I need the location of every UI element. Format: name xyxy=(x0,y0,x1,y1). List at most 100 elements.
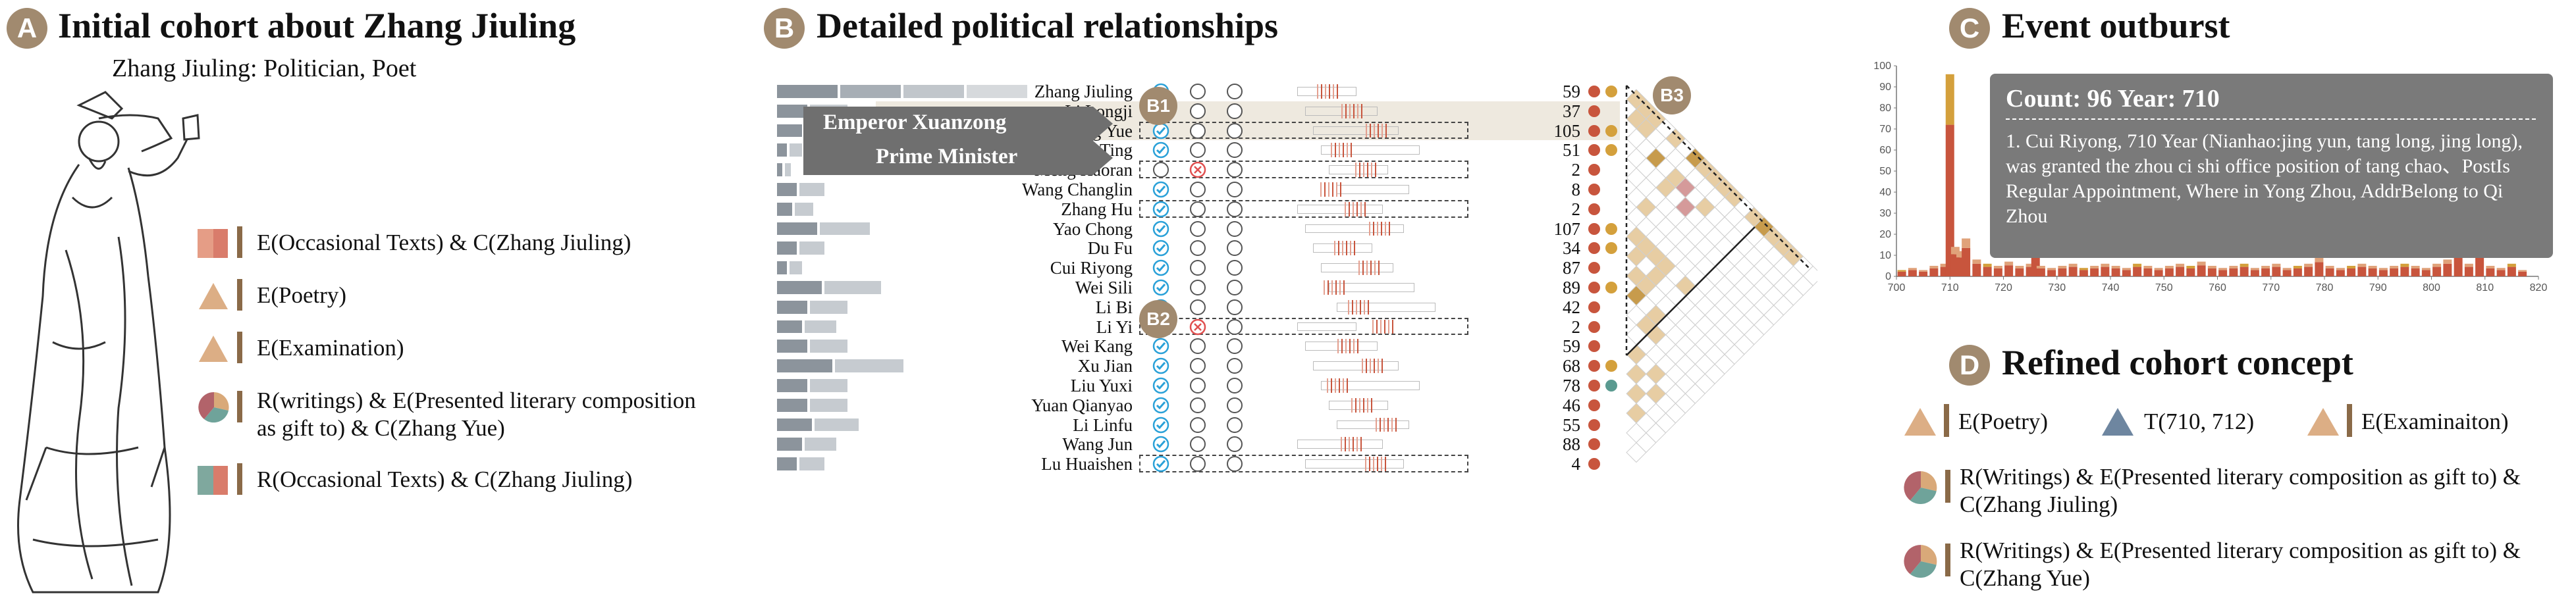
histogram-bar[interactable] xyxy=(1945,124,1954,276)
histogram-bar-top[interactable] xyxy=(2229,266,2238,268)
check-icon[interactable] xyxy=(1152,417,1169,434)
person-name[interactable]: Yuan Qianyao xyxy=(1031,395,1133,415)
histogram-bar[interactable] xyxy=(2400,266,2409,276)
check-icon[interactable] xyxy=(1152,181,1169,198)
histogram-bar-top[interactable] xyxy=(2282,268,2292,270)
person-name[interactable]: Wei Sili xyxy=(1075,278,1133,297)
empty-circle-icon[interactable] xyxy=(1226,377,1243,394)
histogram-bar[interactable] xyxy=(2176,266,2185,276)
histogram-bar[interactable] xyxy=(2325,268,2334,276)
concept-chip[interactable]: E(Poetry) xyxy=(1903,403,2087,442)
person-name[interactable]: Li Linfu xyxy=(1073,415,1133,435)
histogram-bar-top[interactable] xyxy=(2143,266,2153,268)
histogram-bar[interactable] xyxy=(2015,268,2024,276)
histogram-bar-top[interactable] xyxy=(2090,266,2099,268)
empty-circle-icon[interactable] xyxy=(1226,83,1243,100)
histogram-bar-top[interactable] xyxy=(2390,266,2399,268)
histogram-bar-top[interactable] xyxy=(2250,268,2259,270)
histogram-bar-top[interactable] xyxy=(2496,268,2506,270)
histogram-bar[interactable] xyxy=(2390,268,2399,276)
person-name[interactable]: Wang Jun xyxy=(1062,434,1133,455)
histogram-bar-top[interactable] xyxy=(1983,263,1992,267)
histogram-bar[interactable] xyxy=(1908,270,1917,276)
histogram-bar[interactable] xyxy=(2496,270,2506,276)
empty-circle-icon[interactable] xyxy=(1189,357,1206,374)
empty-circle-icon[interactable] xyxy=(1189,279,1206,296)
histogram-bar[interactable] xyxy=(2164,268,2174,276)
histogram-bar[interactable] xyxy=(2101,266,2110,276)
empty-circle-icon[interactable] xyxy=(1226,397,1243,414)
empty-circle-icon[interactable] xyxy=(1189,181,1206,198)
histogram-bar[interactable] xyxy=(1993,268,2002,276)
table-row[interactable]: Xu Jian 68 xyxy=(770,356,1620,376)
histogram-bar-top[interactable] xyxy=(2507,263,2516,267)
empty-circle-icon[interactable] xyxy=(1226,259,1243,276)
histogram-bar[interactable] xyxy=(2058,268,2067,276)
check-icon[interactable] xyxy=(1152,141,1169,159)
histogram-bar[interactable] xyxy=(1929,268,1939,276)
legend-item[interactable]: E(Occasional Texts) & C(Zhang Jiuling) xyxy=(198,224,738,263)
histogram-bar-top[interactable] xyxy=(1919,270,1928,272)
histogram-bar[interactable] xyxy=(2229,268,2238,276)
table-row[interactable]: Zhang Jiuling 59 xyxy=(770,82,1620,101)
histogram-bar-top[interactable] xyxy=(2261,266,2270,268)
table-row[interactable]: Yuan Qianyao 46 xyxy=(770,395,1620,415)
histogram-bar[interactable] xyxy=(2486,268,2495,276)
empty-circle-icon[interactable] xyxy=(1226,240,1243,257)
person-name[interactable]: Lu Huaishen xyxy=(1041,454,1133,474)
histogram-bar-top[interactable] xyxy=(2378,268,2388,270)
empty-circle-icon[interactable] xyxy=(1189,417,1206,434)
empty-circle-icon[interactable] xyxy=(1226,279,1243,296)
histogram-bar-top[interactable] xyxy=(2486,266,2495,268)
histogram-bar[interactable] xyxy=(2197,265,2206,276)
empty-circle-icon[interactable] xyxy=(1189,83,1206,100)
table-row[interactable]: Zhang Hu 2 xyxy=(770,199,1620,219)
empty-circle-icon[interactable] xyxy=(1189,436,1206,453)
empty-circle-icon[interactable] xyxy=(1226,417,1243,434)
empty-circle-icon[interactable] xyxy=(1226,455,1243,472)
empty-circle-icon[interactable] xyxy=(1189,103,1206,120)
histogram-bar-top[interactable] xyxy=(1945,74,1954,125)
empty-circle-icon[interactable] xyxy=(1226,338,1243,355)
histogram-bar[interactable] xyxy=(2293,268,2302,276)
histogram-bar-top[interactable] xyxy=(2186,266,2195,268)
empty-circle-icon[interactable] xyxy=(1226,318,1243,336)
empty-circle-icon[interactable] xyxy=(1189,377,1206,394)
check-icon[interactable] xyxy=(1152,220,1169,238)
histogram-bar[interactable] xyxy=(2411,268,2420,276)
table-row[interactable]: Wei Kang 59 xyxy=(770,336,1620,356)
histogram-bar-top[interactable] xyxy=(2068,263,2078,267)
histogram-bar[interactable] xyxy=(2347,268,2356,276)
histogram-bar-top[interactable] xyxy=(2293,266,2302,268)
histogram-bar[interactable] xyxy=(2079,270,2088,276)
matrix-cell[interactable] xyxy=(1626,442,1647,463)
tag-emperor-xuanzong[interactable]: Emperor Xuanzong xyxy=(803,107,1146,141)
table-row[interactable]: Lu Huaishen 4 xyxy=(770,454,1620,474)
check-icon[interactable] xyxy=(1152,357,1169,374)
histogram-bar[interactable] xyxy=(2282,270,2292,276)
histogram-bar[interactable] xyxy=(2378,270,2388,276)
histogram-bar[interactable] xyxy=(2047,270,2056,276)
empty-circle-icon[interactable] xyxy=(1189,220,1206,238)
histogram-bar-top[interactable] xyxy=(2304,263,2313,267)
histogram-bar-top[interactable] xyxy=(1993,266,2002,268)
histogram-bar[interactable] xyxy=(2315,262,2324,276)
legend-item[interactable]: E(Poetry) xyxy=(198,276,738,316)
histogram-bar[interactable] xyxy=(2090,268,2099,276)
person-name[interactable]: Li Yi xyxy=(1096,317,1133,337)
empty-circle-icon[interactable] xyxy=(1152,161,1169,178)
histogram-bar-top[interactable] xyxy=(2101,263,2110,267)
empty-circle-icon[interactable] xyxy=(1226,436,1243,453)
histogram-bar[interactable] xyxy=(2518,271,2527,276)
histogram-bar-top[interactable] xyxy=(1908,268,1917,270)
table-row[interactable]: Li Yi 2 xyxy=(770,317,1620,337)
histogram-bar-top[interactable] xyxy=(1972,259,1981,264)
table-row[interactable]: Wang Jun 88 xyxy=(770,434,1620,454)
empty-circle-icon[interactable] xyxy=(1226,141,1243,159)
histogram-bar-top[interactable] xyxy=(2058,266,2067,268)
histogram-bar[interactable] xyxy=(1962,247,1971,276)
histogram-bar-top[interactable] xyxy=(2197,261,2206,266)
histogram-bar[interactable] xyxy=(2304,266,2313,276)
histogram-bar-top[interactable] xyxy=(2133,263,2142,267)
